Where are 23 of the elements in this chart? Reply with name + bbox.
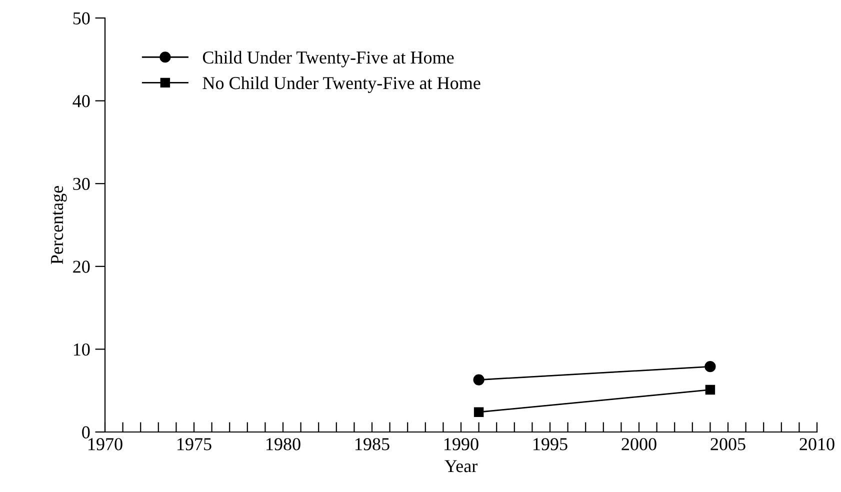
- point: [704, 361, 716, 372]
- x-tick-label: 2000: [622, 438, 656, 450]
- legend-label: Child Under Twenty-Five at Home: [202, 50, 454, 68]
- y-tick-label: 10: [74, 343, 90, 356]
- y-tick-label: 50: [73, 12, 90, 24]
- y-tick-label: 40: [72, 95, 90, 108]
- x-tick-label: 1995: [534, 438, 568, 450]
- legend-label: No Child Under Twenty-Five at Home: [202, 76, 480, 93]
- x-tick-label: 2010: [800, 438, 834, 450]
- x-tick-label: 1990: [444, 438, 478, 450]
- x-tick-label: 1980: [266, 438, 300, 450]
- point: [705, 384, 716, 395]
- y-tick-label: 0: [82, 426, 90, 438]
- x-tick-label: 1970: [88, 438, 122, 450]
- y-axis-title: Percentage: [51, 186, 67, 264]
- x-tick-label: 1985: [356, 438, 390, 450]
- point: [473, 374, 484, 386]
- y-tick-label: 20: [73, 260, 90, 273]
- x-tick-label: 2005: [710, 438, 746, 450]
- point: [474, 407, 484, 417]
- y-tick-label: 30: [73, 178, 90, 190]
- x-axis-title: Year: [444, 460, 478, 472]
- x-tick-label: 1975: [178, 438, 212, 450]
